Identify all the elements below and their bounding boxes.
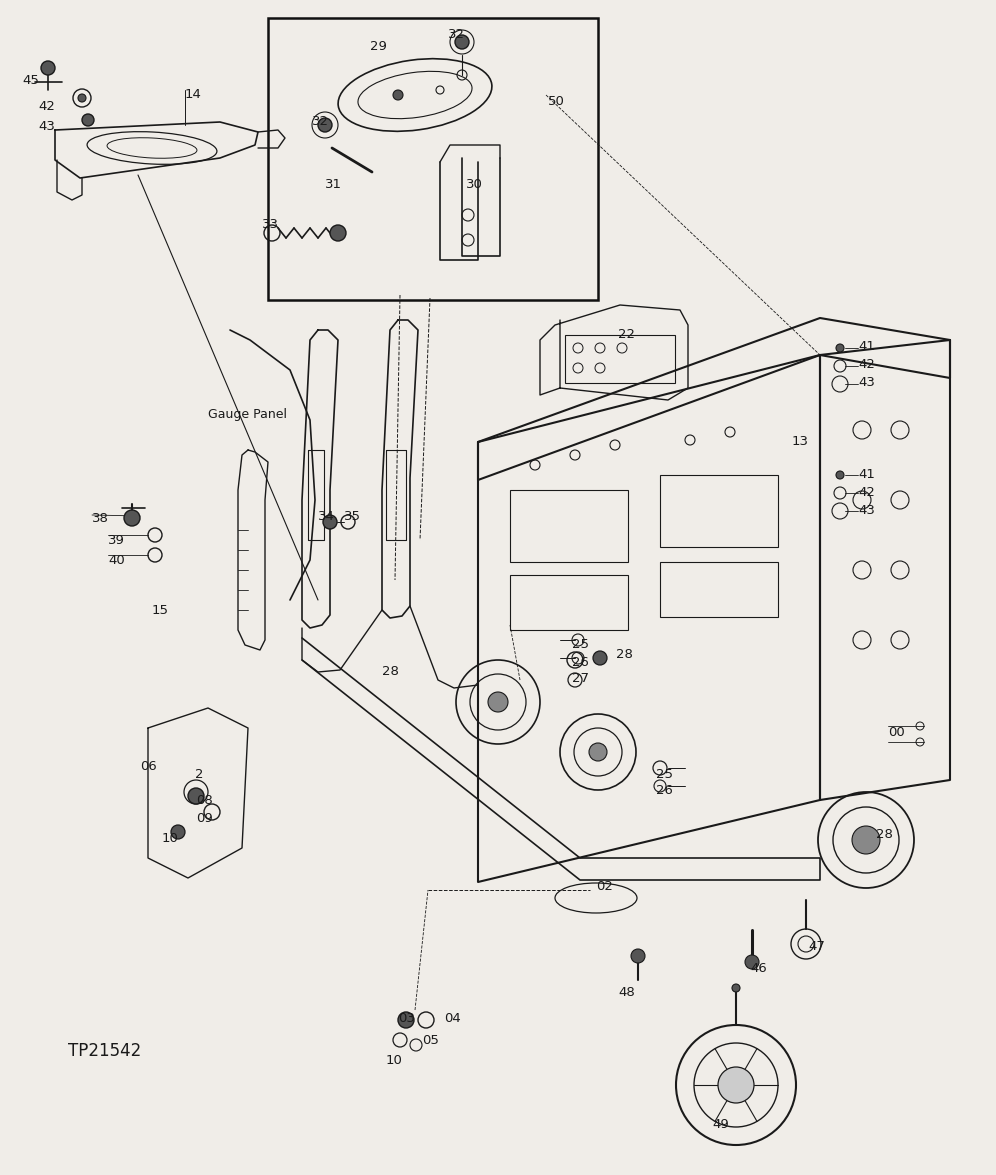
- Text: 33: 33: [262, 219, 279, 231]
- Circle shape: [78, 94, 86, 102]
- Text: 41: 41: [858, 468, 874, 481]
- Text: 15: 15: [152, 604, 169, 617]
- Bar: [510, 490, 628, 562]
- Text: 42: 42: [38, 100, 55, 113]
- Text: TP21542: TP21542: [68, 1042, 141, 1060]
- Circle shape: [171, 825, 185, 839]
- Text: 31: 31: [325, 177, 342, 192]
- Text: 35: 35: [344, 510, 361, 523]
- Text: 49: 49: [712, 1117, 729, 1132]
- Circle shape: [455, 35, 469, 49]
- Text: 22: 22: [618, 328, 635, 341]
- Bar: [660, 562, 778, 617]
- Text: 02: 02: [596, 880, 613, 893]
- Text: 32: 32: [448, 28, 465, 41]
- Text: 03: 03: [398, 1012, 415, 1025]
- Circle shape: [593, 651, 607, 665]
- Text: 42: 42: [858, 358, 874, 371]
- Text: 08: 08: [196, 794, 213, 807]
- Text: 45: 45: [22, 74, 39, 87]
- Text: 48: 48: [618, 986, 634, 999]
- Circle shape: [318, 118, 332, 132]
- Circle shape: [836, 471, 844, 479]
- Text: 06: 06: [140, 760, 156, 773]
- Circle shape: [188, 788, 204, 804]
- Circle shape: [732, 983, 740, 992]
- Bar: [510, 575, 628, 630]
- Text: 26: 26: [656, 784, 673, 797]
- Circle shape: [852, 826, 880, 854]
- Text: 30: 30: [466, 177, 483, 192]
- Circle shape: [745, 955, 759, 969]
- Text: 43: 43: [38, 120, 55, 133]
- Circle shape: [488, 692, 508, 712]
- Text: 04: 04: [444, 1012, 461, 1025]
- Circle shape: [82, 114, 94, 126]
- Circle shape: [323, 515, 337, 529]
- Circle shape: [631, 949, 645, 964]
- Text: 42: 42: [858, 486, 874, 499]
- Circle shape: [330, 224, 346, 241]
- Circle shape: [124, 510, 140, 526]
- Text: 05: 05: [422, 1034, 439, 1047]
- Text: 25: 25: [656, 768, 673, 781]
- Text: 25: 25: [572, 638, 589, 651]
- Text: 38: 38: [92, 512, 109, 525]
- Text: 32: 32: [312, 115, 329, 128]
- Text: 00: 00: [888, 726, 904, 739]
- Text: 27: 27: [572, 672, 589, 685]
- Circle shape: [41, 61, 55, 75]
- Circle shape: [393, 90, 403, 100]
- Text: 28: 28: [382, 665, 398, 678]
- Text: 43: 43: [858, 504, 874, 517]
- Circle shape: [589, 743, 607, 761]
- Text: 10: 10: [162, 832, 179, 845]
- Text: 41: 41: [858, 340, 874, 352]
- Text: 13: 13: [792, 435, 809, 448]
- Text: 47: 47: [808, 940, 825, 953]
- Circle shape: [398, 1012, 414, 1028]
- Bar: [660, 475, 778, 548]
- Text: 50: 50: [548, 95, 565, 108]
- Text: 26: 26: [572, 656, 589, 669]
- Circle shape: [836, 344, 844, 352]
- Text: 28: 28: [616, 647, 632, 662]
- Text: 28: 28: [876, 828, 892, 841]
- Text: 46: 46: [750, 962, 767, 975]
- Text: Gauge Panel: Gauge Panel: [208, 408, 287, 421]
- Text: 2: 2: [195, 768, 203, 781]
- Text: 39: 39: [108, 533, 124, 548]
- Bar: [268, 18, 598, 300]
- Text: 40: 40: [108, 553, 124, 568]
- Text: 09: 09: [196, 812, 213, 825]
- Text: 14: 14: [185, 88, 202, 101]
- Bar: [565, 335, 675, 383]
- Text: 34: 34: [318, 510, 335, 523]
- Circle shape: [718, 1067, 754, 1103]
- Text: 29: 29: [370, 40, 386, 53]
- Text: 10: 10: [386, 1054, 402, 1067]
- Text: 43: 43: [858, 376, 874, 389]
